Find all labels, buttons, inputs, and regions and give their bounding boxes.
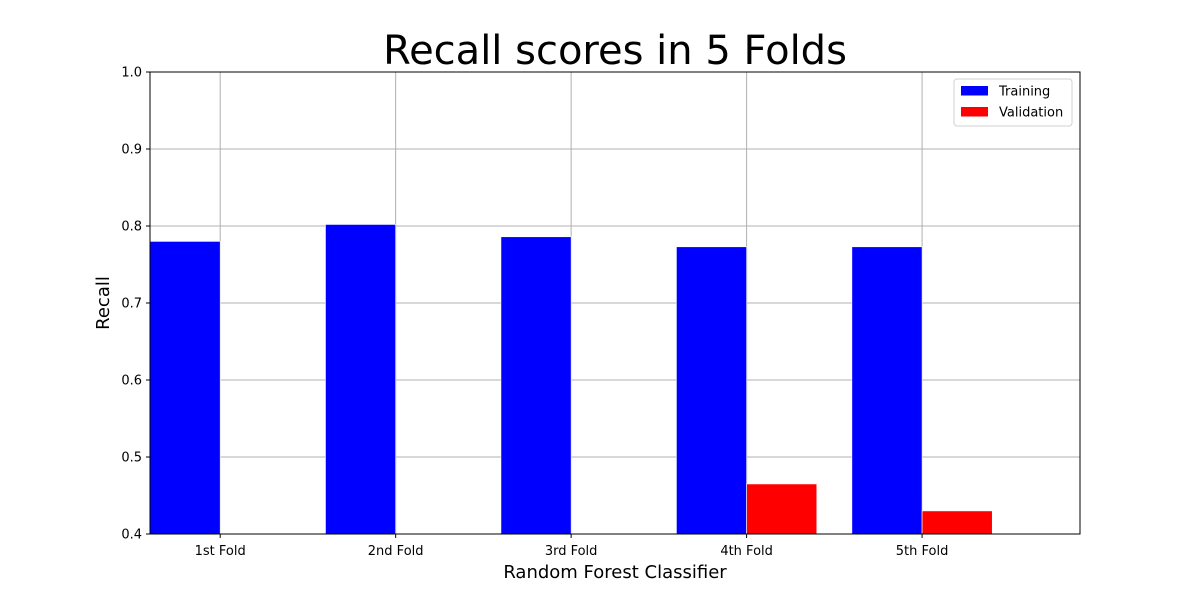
x-tick-label: 1st Fold	[195, 544, 246, 559]
training-bar	[676, 246, 747, 535]
x-tick-label: 4th Fold	[720, 544, 773, 559]
training-bar	[500, 236, 572, 535]
validation-bar	[921, 510, 993, 535]
y-tick-label: 0.7	[121, 297, 142, 312]
training-bar	[149, 241, 221, 535]
training-bar	[325, 224, 396, 535]
legend-swatch	[961, 86, 988, 96]
y-tick-label: 0.5	[121, 451, 142, 466]
legend-label: Validation	[999, 106, 1063, 121]
y-axis-label: Recall	[93, 276, 114, 330]
legend-label: Training	[998, 85, 1050, 100]
legend: Training Validation	[953, 78, 1073, 127]
y-tick-label: 1.0	[121, 66, 142, 81]
x-axis-label: Random Forest Classifier	[503, 562, 727, 583]
legend-swatch	[961, 107, 988, 117]
y-axis-ticks: 0.4 0.5 0.6 0.7 0.8 0.9 1.0	[121, 66, 150, 543]
chart-title: Recall scores in 5 Folds	[383, 28, 847, 74]
y-tick-label: 0.8	[121, 220, 142, 235]
x-tick-label: 2nd Fold	[368, 544, 424, 559]
y-tick-label: 0.4	[121, 528, 142, 543]
x-tick-label: 3rd Fold	[545, 544, 598, 559]
bars	[149, 224, 993, 535]
training-bar	[851, 246, 923, 535]
y-tick-label: 0.6	[121, 374, 142, 389]
x-tick-label: 5th Fold	[896, 544, 949, 559]
x-axis-ticks: 1st Fold 2nd Fold 3rd Fold 4th Fold 5th Fold	[195, 534, 949, 559]
y-tick-label: 0.9	[121, 143, 142, 158]
validation-bar	[746, 483, 818, 535]
